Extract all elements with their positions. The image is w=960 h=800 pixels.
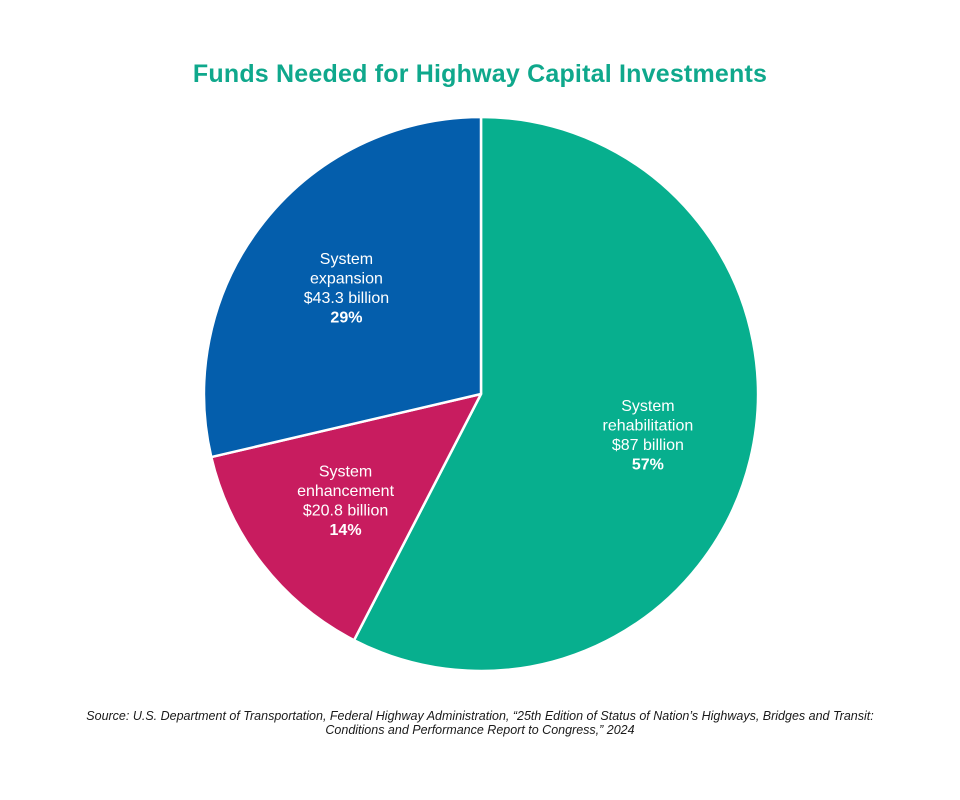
slice-label-name-line: enhancement [297,483,395,500]
pie-slice-enhancement [210,392,483,642]
slice-label-name-line: System [320,251,373,268]
pie-labels: System rehabilitation $87 billion 57%System… [297,251,693,539]
slice-label-rehabilitation: System rehabilitation $87 billion 57% [603,398,694,474]
source-line-1: Source: U.S. Department of Transportatio… [86,709,874,723]
slice-label-name-line: expansion [310,271,383,288]
source-note: Source: U.S. Department of Transportatio… [0,709,960,737]
slice-label-percent: 57% [632,457,664,474]
slice-label-amount: $87 billion [612,437,684,454]
chart-title: Funds Needed for Highway Capital Investm… [192,60,768,88]
slice-label-name-line: System [621,398,674,415]
slice-label-percent: 29% [330,310,362,327]
slice-label-amount: $43.3 billion [304,290,389,307]
slice-label-name-line: System [319,463,372,480]
pie-slice-expansion [202,115,483,459]
slice-label-amount: $20.8 billion [303,502,388,519]
source-line-2: Conditions and Performance Report to Con… [325,723,635,737]
slice-label-expansion: System expansion $43.3 billion 29% [304,251,389,327]
slice-label-name-line: rehabilitation [603,418,694,435]
pie-slices [202,115,760,673]
pie-slice-rehabilitation [352,115,760,673]
slice-label-percent: 14% [330,522,362,539]
slice-label-enhancement: System enhancement $20.8 billion 14% [297,463,395,538]
